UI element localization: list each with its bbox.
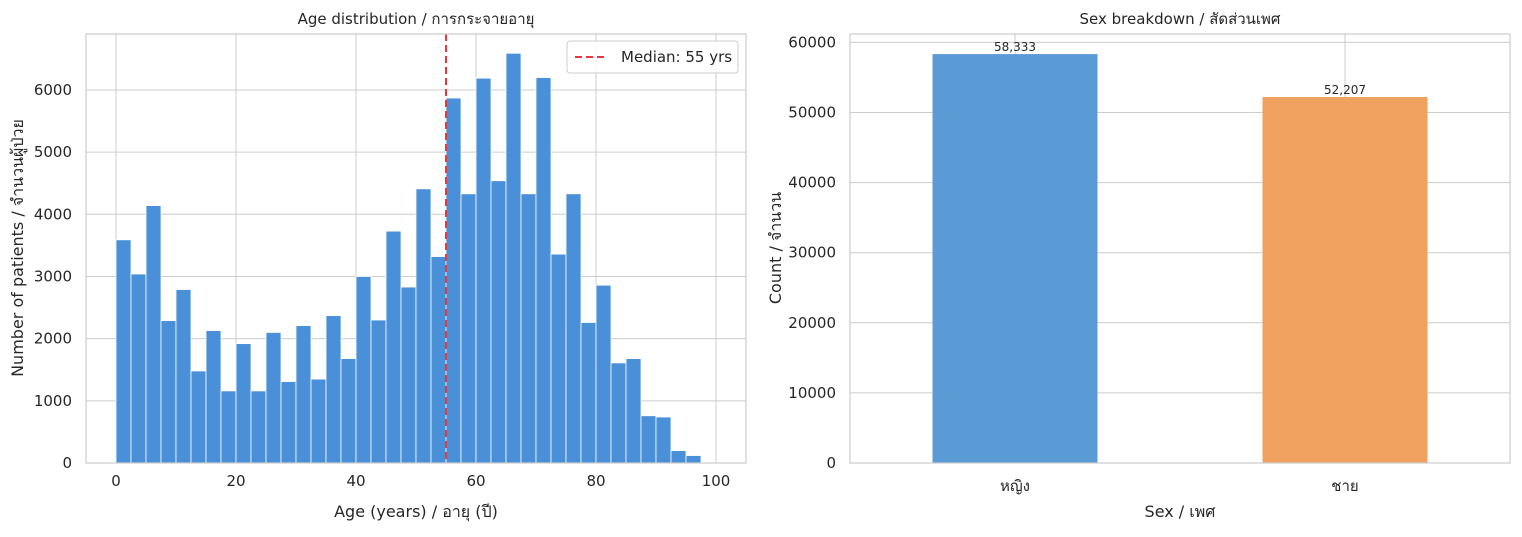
histogram-bar [430, 256, 447, 464]
histogram-bar [370, 319, 387, 464]
histogram-bar [595, 284, 612, 464]
age-x-tick-labels: 0 20 40 60 80 100 [111, 472, 730, 490]
histogram-bar [490, 180, 507, 464]
y-tick-label: 40000 [788, 174, 836, 192]
y-tick-label: 1000 [34, 392, 72, 410]
histogram-bar [265, 332, 282, 464]
sex-breakdown-title: Sex breakdown / สัดส่วนเพศ [1080, 10, 1281, 28]
histogram-bar [355, 276, 372, 464]
histogram-bar [145, 205, 162, 464]
sex-bar [932, 54, 1098, 463]
x-tick-label: 20 [226, 472, 245, 490]
legend-box [566, 40, 739, 74]
y-tick-label: 5000 [34, 143, 72, 161]
age-histogram-title: Age distribution / การกระจายอายุ [298, 10, 535, 29]
bar-value-label: 52,207 [1324, 83, 1366, 97]
sex-x-tick-labels: หญิง ชาย [1000, 477, 1359, 495]
y-tick-label: 0 [62, 454, 72, 472]
histogram-bar [670, 450, 687, 464]
sex-x-axis-label: Sex / เพศ [1145, 502, 1216, 521]
histogram-bar [520, 193, 537, 464]
histogram-bar [550, 253, 567, 464]
histogram-bar [235, 343, 252, 464]
patients-y-tick-labels: 0 1000 2000 3000 4000 5000 6000 [34, 81, 72, 472]
count-y-tick-labels: 0 10000 20000 30000 40000 50000 60000 [788, 33, 836, 472]
age-x-axis-label: Age (years) / อายุ (ปี) [334, 502, 498, 522]
sex-value-labels: 58,333 52,207 [994, 40, 1366, 97]
histogram-bar [190, 370, 207, 464]
histogram-bar [220, 390, 237, 464]
patients-y-axis-label: Number of patients / จำนวนผู้ป่วย [8, 119, 28, 377]
legend-median-label: Median: 55 yrs [621, 48, 732, 66]
histogram-bar [325, 315, 342, 464]
y-tick-label: 0 [826, 454, 836, 472]
sex-breakdown-bars [932, 54, 1428, 463]
histogram-bar [505, 52, 522, 464]
sex-breakdown-panel: หญิง ชาย 0100002000030000400005000060000 … [766, 10, 1511, 521]
y-tick-label: 3000 [34, 267, 72, 285]
x-tick-label: ชาย [1331, 477, 1358, 495]
age-histogram-frame [85, 33, 747, 464]
bar-value-label: 58,333 [994, 40, 1036, 54]
histogram-bar [565, 193, 582, 464]
histogram-bar [250, 390, 267, 464]
count-y-axis-label: Count / จำนวน [766, 192, 785, 304]
y-tick-label: 20000 [788, 314, 836, 332]
sex-breakdown-frame [849, 33, 1511, 464]
histogram-bar [130, 273, 147, 464]
histogram-bar [640, 415, 657, 464]
histogram-bar [625, 358, 642, 464]
histogram-bar [460, 193, 477, 464]
histogram-bar [385, 230, 402, 464]
x-tick-label: หญิง [1000, 477, 1030, 495]
histogram-bar [475, 77, 492, 464]
histogram-bar [295, 325, 312, 464]
y-tick-label: 30000 [788, 244, 836, 262]
x-tick-label: 100 [702, 472, 731, 490]
histogram-bar [205, 330, 222, 464]
histogram-bar [340, 358, 357, 464]
histogram-bar [280, 381, 297, 464]
x-tick-label: 80 [586, 472, 605, 490]
histogram-bar [535, 77, 552, 464]
y-tick-label: 4000 [34, 205, 72, 223]
x-tick-label: 0 [111, 472, 121, 490]
y-tick-label: 50000 [788, 104, 836, 122]
age-histogram-bars [115, 52, 702, 464]
y-tick-label: 60000 [788, 33, 836, 51]
histogram-bar [655, 416, 672, 464]
histogram-bar [415, 188, 432, 464]
x-tick-label: 40 [346, 472, 365, 490]
histogram-bar [115, 239, 132, 464]
histogram-bar [310, 378, 327, 464]
y-tick-label: 2000 [34, 330, 72, 348]
histogram-bar [400, 286, 417, 464]
histogram-bar [685, 455, 702, 464]
histogram-bar [580, 322, 597, 464]
histogram-bar [175, 289, 192, 464]
histogram-bar [610, 362, 627, 464]
y-tick-label: 10000 [788, 384, 836, 402]
y-tick-label: 6000 [34, 81, 72, 99]
age-histogram-legend: Median: 55 yrs [566, 40, 739, 74]
histogram-bar [160, 320, 177, 464]
sex-bar [1262, 97, 1428, 463]
age-histogram-panel: 0 20 40 60 80 100 0 1000 2000 3000 4000 5000 6000 A… [8, 10, 747, 522]
histogram-bar [445, 97, 462, 464]
x-tick-label: 60 [466, 472, 485, 490]
